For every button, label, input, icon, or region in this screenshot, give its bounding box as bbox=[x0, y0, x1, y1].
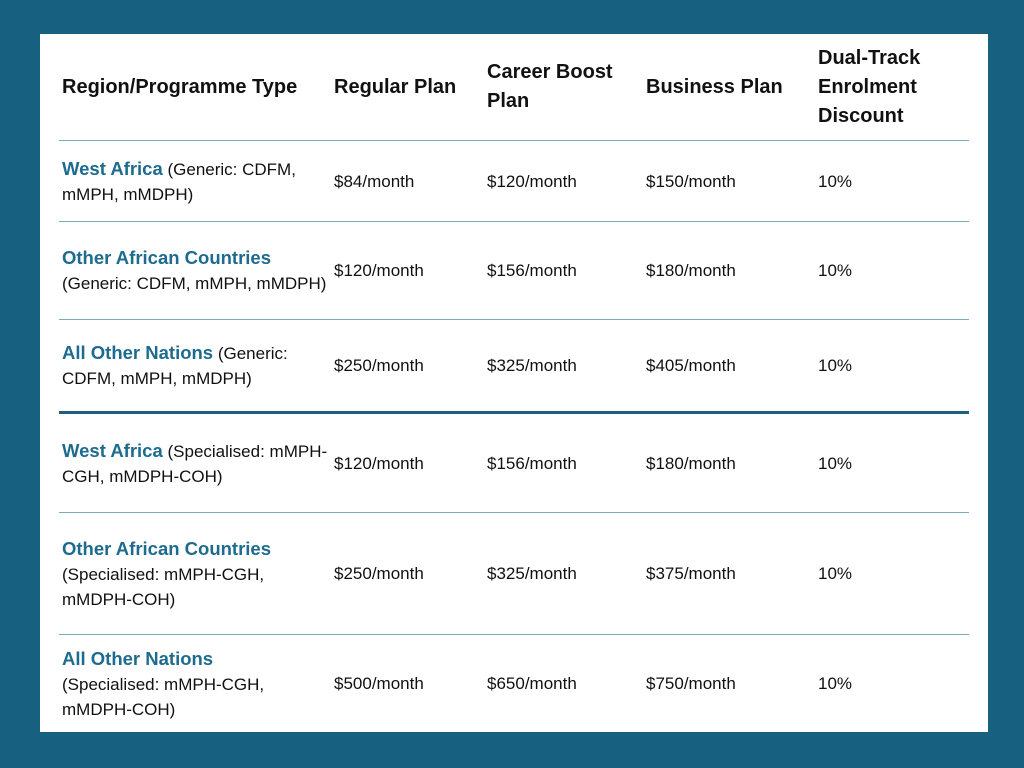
dual-track-discount: 10% bbox=[818, 356, 853, 375]
programme-type: (Specialised: mMPH-CGH, mMDPH-COH) bbox=[62, 564, 265, 609]
business-plan-price: $405/month bbox=[646, 356, 736, 375]
region-cell: West Africa (Generic: CDFM, mMPH, mMDPH) bbox=[59, 156, 334, 207]
table-row: West Africa (Generic: CDFM, mMPH, mMDPH)… bbox=[59, 141, 969, 222]
dual-track-discount: 10% bbox=[818, 453, 853, 473]
table-row: Other African Countries (Generic: CDFM, m… bbox=[59, 222, 969, 320]
career-boost-plan-price: $156/month bbox=[487, 261, 577, 280]
region-name: West Africa bbox=[62, 157, 163, 179]
region-cell: West Africa (Specialised: mMPH-CGH, mMDP… bbox=[59, 438, 334, 489]
region-name: Other African Countries bbox=[62, 537, 272, 559]
table-row: All Other Nations (Generic: CDFM, mMPH, … bbox=[59, 320, 969, 414]
programme-type: (Specialised: mMPH-CGH, mMDPH-COH) bbox=[62, 674, 265, 719]
dual-track-discount: 10% bbox=[818, 674, 853, 693]
region-name: All Other Nations bbox=[62, 342, 214, 363]
dual-track-discount: 10% bbox=[818, 564, 853, 583]
region-name: West Africa bbox=[62, 439, 163, 461]
pricing-table: Region/Programme Type Regular Plan Caree… bbox=[59, 34, 969, 732]
region-name: Other African Countries bbox=[62, 247, 272, 268]
business-plan-price: $150/month bbox=[646, 171, 736, 191]
career-boost-plan-price: $650/month bbox=[487, 674, 577, 693]
dual-track-discount: 10% bbox=[818, 171, 853, 191]
business-plan-price: $180/month bbox=[646, 261, 736, 280]
programme-type: (Generic: CDFM, mMPH, mMDPH) bbox=[62, 274, 327, 293]
region-cell: All Other Nations (Specialised: mMPH-CGH,… bbox=[59, 646, 334, 722]
career-boost-plan-price: $120/month bbox=[487, 171, 577, 191]
programme-type: (Generic: CDFM, mMPH, mMDPH) bbox=[62, 159, 296, 204]
pricing-card: Region/Programme Type Regular Plan Caree… bbox=[40, 34, 988, 732]
region-cell: Other African Countries (Generic: CDFM, m… bbox=[59, 245, 334, 296]
region-cell: Other African Countries (Specialised: mMP… bbox=[59, 536, 334, 612]
header-career-boost-plan: Career Boost Plan bbox=[487, 61, 613, 112]
region-cell: All Other Nations (Generic: CDFM, mMPH, … bbox=[59, 340, 334, 391]
regular-plan-price: $500/month bbox=[334, 674, 424, 693]
table-row: West Africa (Specialised: mMPH-CGH, mMDP… bbox=[59, 414, 969, 513]
career-boost-plan-price: $156/month bbox=[487, 453, 577, 473]
table-row: Other African Countries (Specialised: mMP… bbox=[59, 513, 969, 635]
regular-plan-price: $84/month bbox=[334, 171, 415, 191]
header-dual-track-discount: Dual-Track Enrolment Discount bbox=[818, 46, 921, 127]
header-business-plan: Business Plan bbox=[646, 75, 783, 98]
career-boost-plan-price: $325/month bbox=[487, 564, 577, 583]
region-name: All Other Nations bbox=[62, 647, 214, 669]
table-header-row: Region/Programme Type Regular Plan Caree… bbox=[59, 34, 969, 141]
business-plan-price: $750/month bbox=[646, 674, 736, 693]
dual-track-discount: 10% bbox=[818, 261, 853, 280]
business-plan-price: $375/month bbox=[646, 564, 736, 583]
regular-plan-price: $120/month bbox=[334, 453, 424, 473]
career-boost-plan-price: $325/month bbox=[487, 356, 577, 375]
header-region-programme-type: Region/Programme Type bbox=[62, 75, 298, 98]
header-regular-plan: Regular Plan bbox=[334, 75, 457, 98]
regular-plan-price: $250/month bbox=[334, 356, 424, 375]
table-row: All Other Nations (Specialised: mMPH-CGH,… bbox=[59, 635, 969, 732]
programme-type: (Generic: CDFM, mMPH, mMDPH) bbox=[62, 344, 288, 388]
programme-type: (Specialised: mMPH-CGH, mMDPH-COH) bbox=[62, 441, 328, 486]
regular-plan-price: $250/month bbox=[334, 564, 424, 583]
business-plan-price: $180/month bbox=[646, 453, 736, 473]
regular-plan-price: $120/month bbox=[334, 261, 424, 280]
